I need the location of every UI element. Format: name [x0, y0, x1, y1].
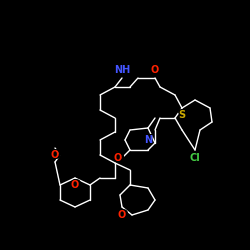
Text: S: S: [177, 108, 187, 122]
Text: N: N: [142, 133, 154, 147]
Text: O: O: [112, 151, 124, 165]
Text: O: O: [149, 63, 161, 77]
Text: O: O: [69, 178, 81, 192]
Text: O: O: [118, 210, 126, 220]
Text: S: S: [178, 110, 186, 120]
Text: N: N: [144, 135, 152, 145]
Text: O: O: [71, 180, 79, 190]
Text: O: O: [51, 150, 59, 160]
Text: O: O: [116, 208, 128, 222]
Text: O: O: [49, 148, 61, 162]
Text: O: O: [151, 65, 159, 75]
Text: NH: NH: [114, 65, 130, 75]
Text: Cl: Cl: [190, 153, 200, 163]
Text: O: O: [114, 153, 122, 163]
Text: Cl: Cl: [188, 151, 202, 165]
Text: NH: NH: [110, 63, 134, 77]
